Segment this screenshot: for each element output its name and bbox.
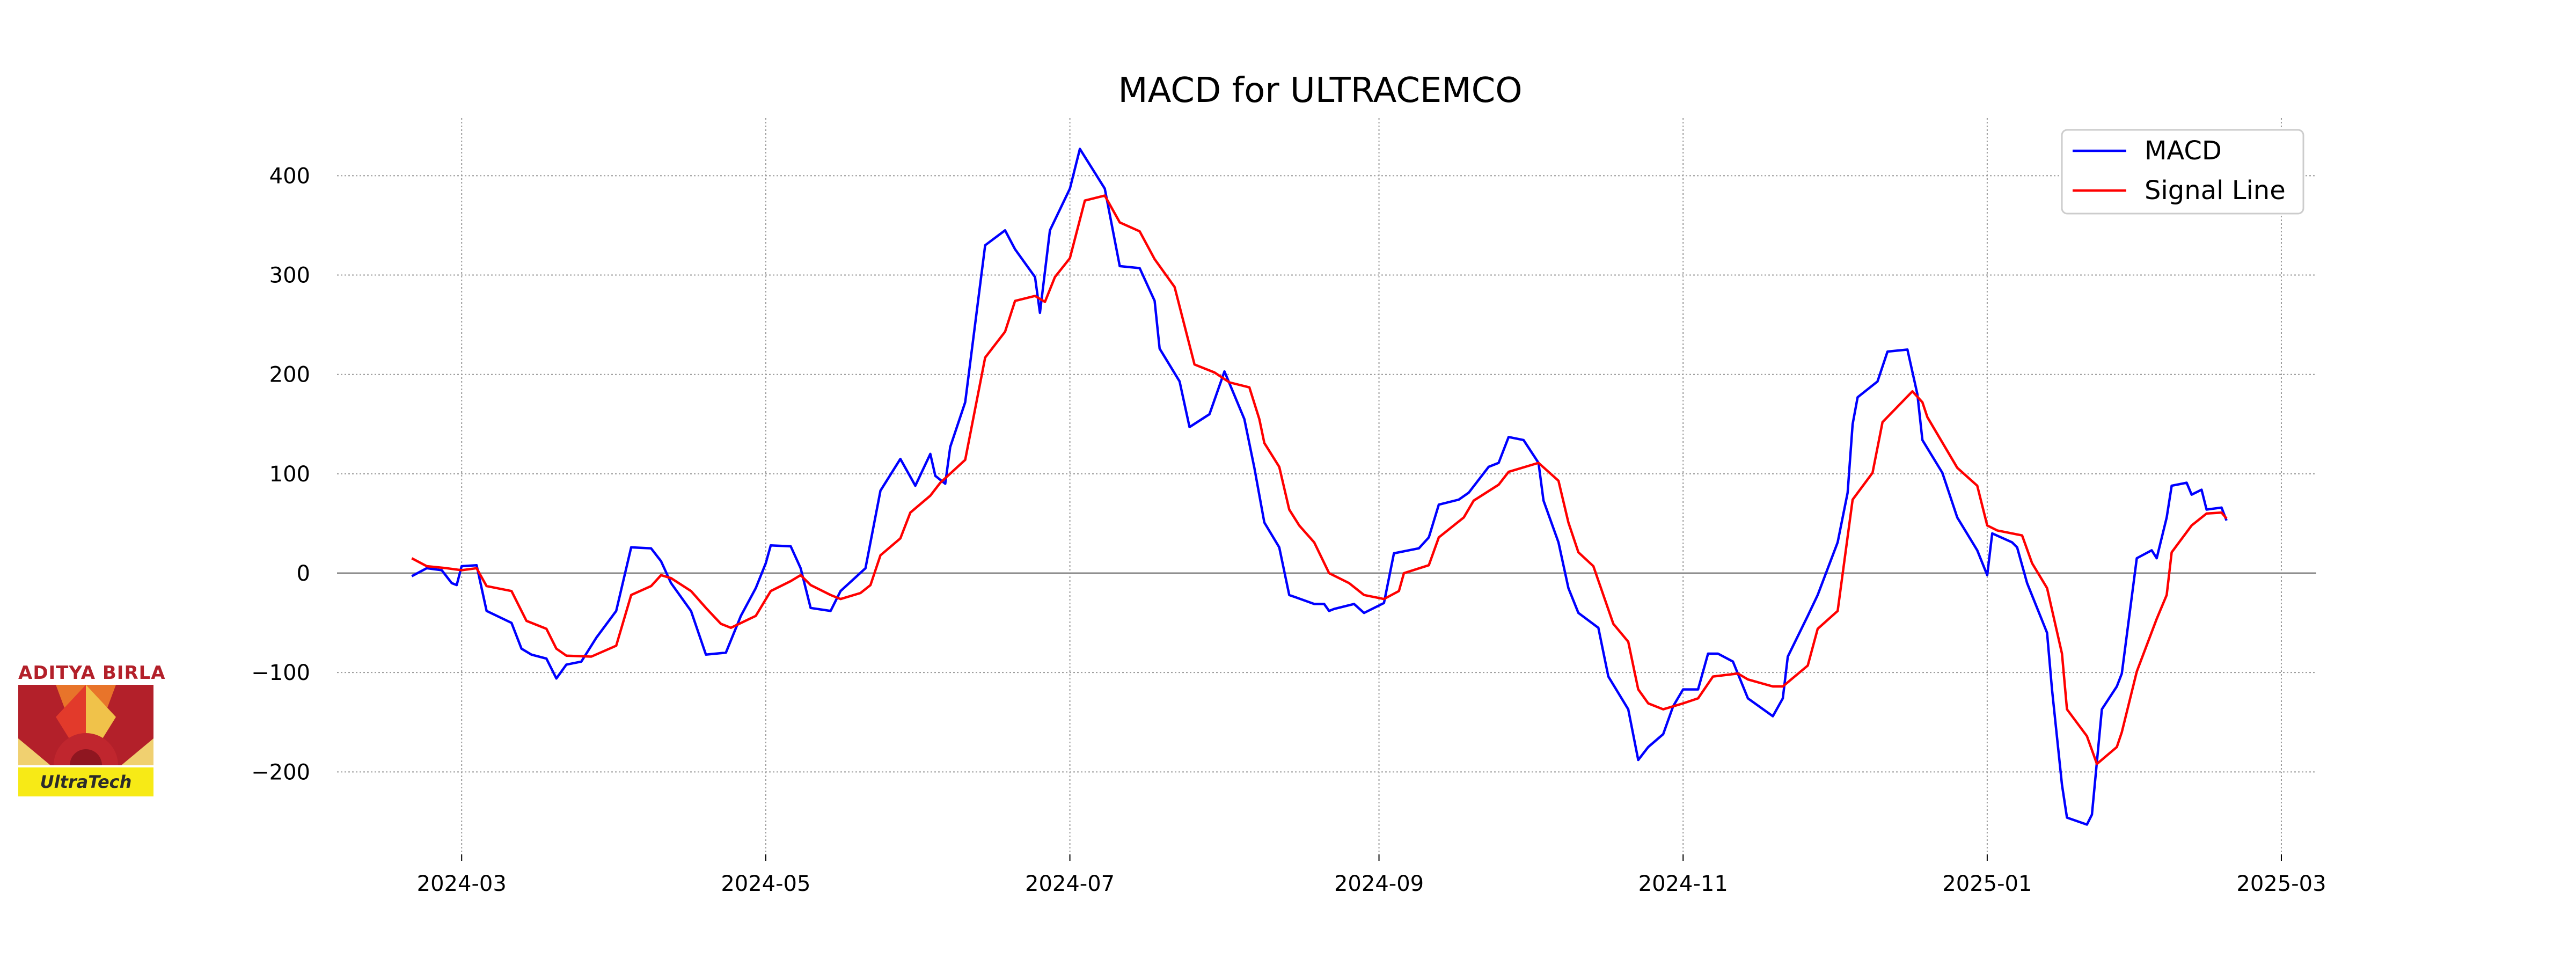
x-tick-label: 2024-09 <box>1334 872 1424 896</box>
chart-title: MACD for ULTRACEMCO <box>1118 71 1522 111</box>
logo-bottom-text: UltraTech <box>18 767 153 796</box>
x-tick-label: 2025-03 <box>2236 872 2326 896</box>
legend: MACD Signal Line <box>2061 129 2304 215</box>
x-tick-label: 2024-11 <box>1638 872 1728 896</box>
x-tick-label: 2024-07 <box>1025 872 1115 896</box>
x-tick-label: 2024-03 <box>417 872 507 896</box>
y-tick-label: 300 <box>269 264 310 288</box>
y-tick-label: 400 <box>269 164 310 188</box>
y-tick-label: −100 <box>251 661 310 685</box>
x-tick-label: 2025-01 <box>1942 872 2032 896</box>
logo-emblem <box>18 685 153 765</box>
y-tick-label: 0 <box>297 561 310 586</box>
legend-label-macd: MACD <box>2145 136 2222 166</box>
series-lines <box>411 148 2228 826</box>
y-tick-label: 100 <box>269 462 310 487</box>
macd-line <box>411 148 2228 826</box>
logo-top-text: ADITYA BIRLA <box>18 662 166 684</box>
signal-line <box>411 194 2228 765</box>
grid-lines <box>337 118 2316 854</box>
legend-label-signal: Signal Line <box>2145 175 2286 206</box>
x-axis-ticks: 2024-03 2024-05 2024-07 2024-09 2024-11 2025-… <box>417 854 2326 896</box>
y-axis-ticks: −200 −100 0 100 200 300 400 <box>251 164 310 785</box>
y-tick-label: 200 <box>269 363 310 387</box>
aditya-birla-ultratech-logo: ADITYA BIRLA UltraTech <box>18 662 166 796</box>
y-tick-label: −200 <box>251 760 310 785</box>
x-tick-label: 2024-05 <box>721 872 810 896</box>
